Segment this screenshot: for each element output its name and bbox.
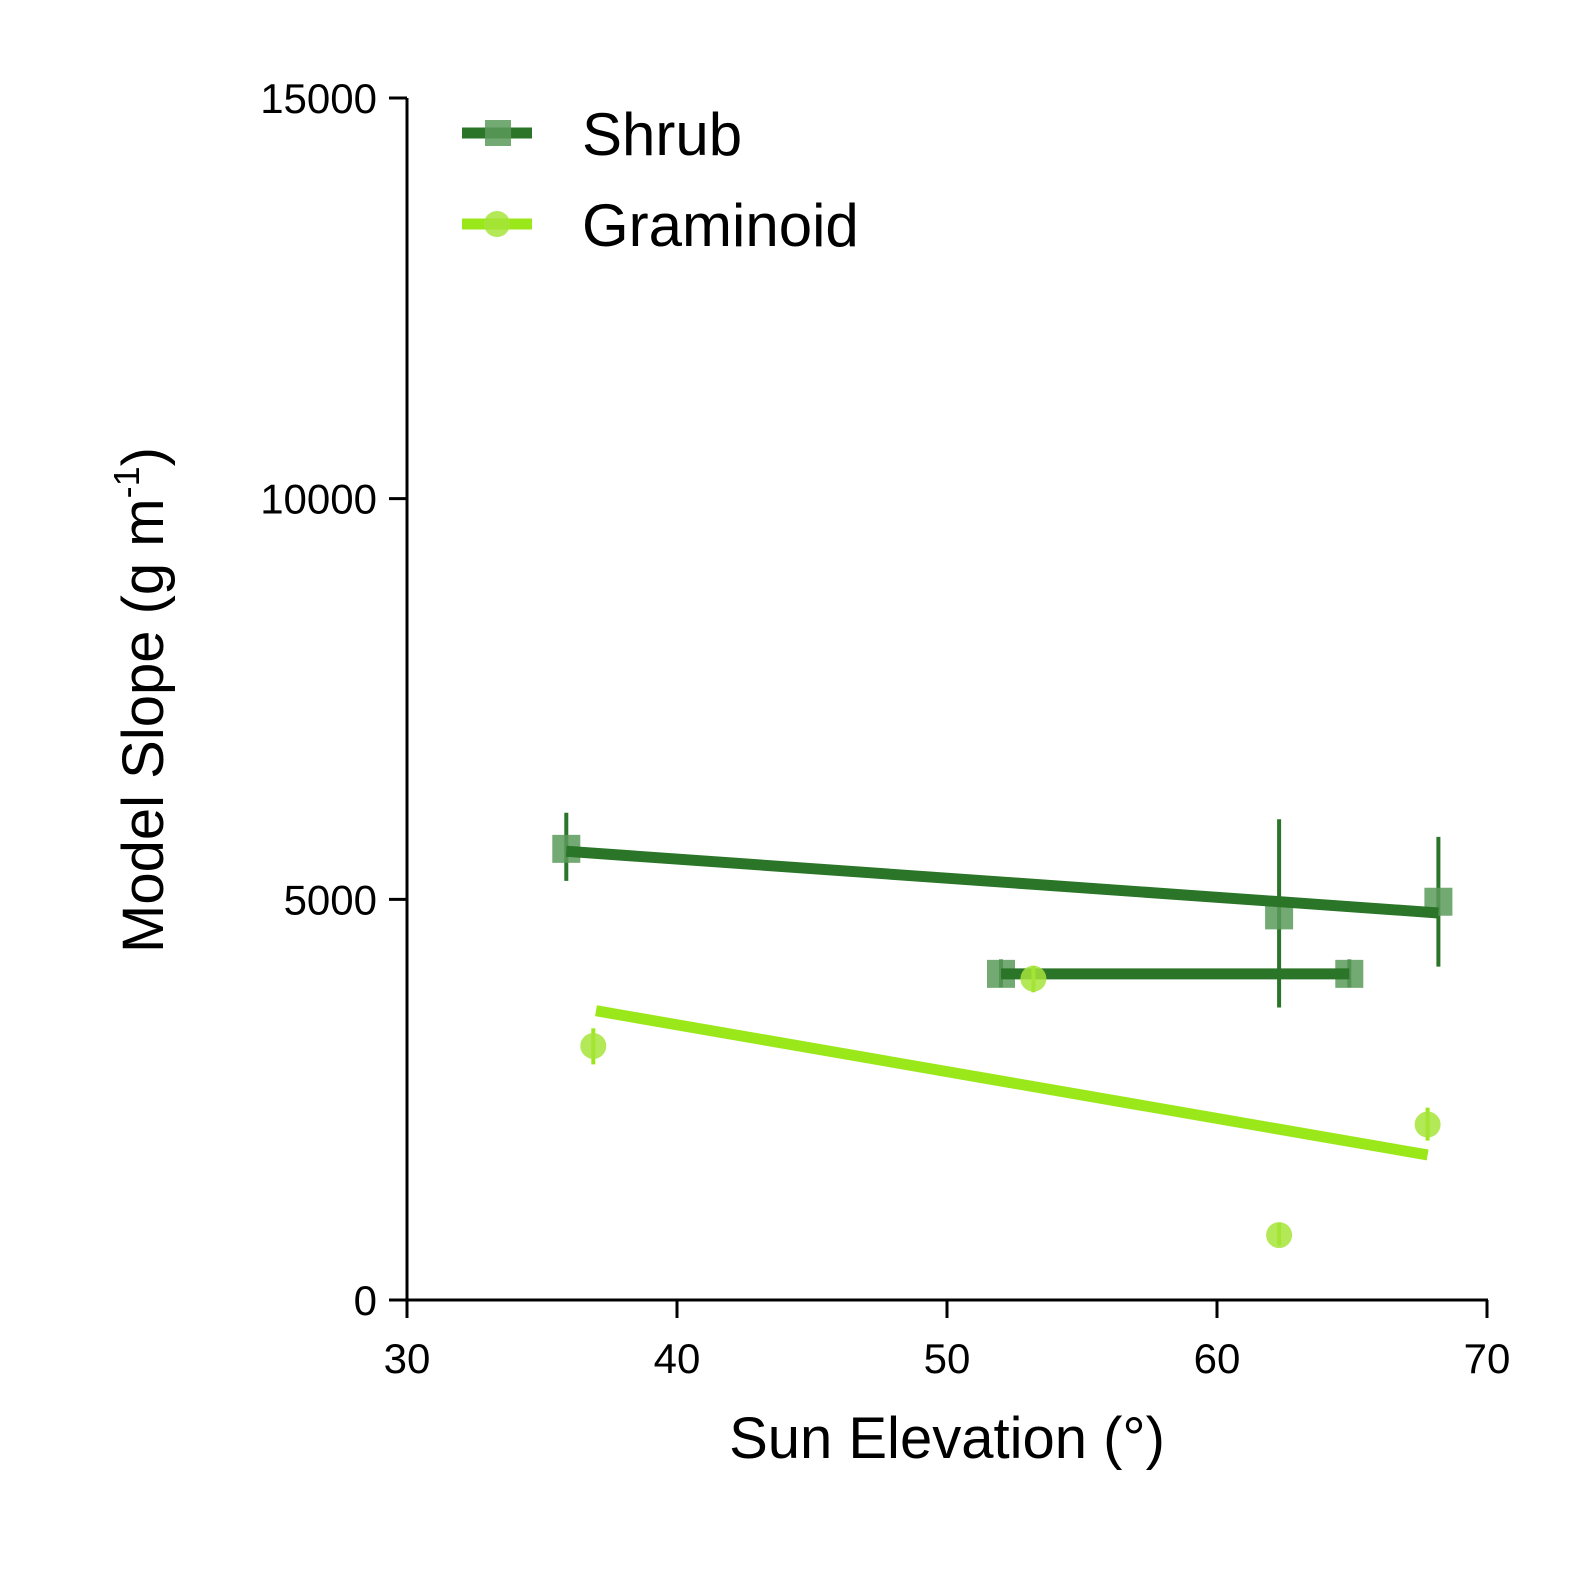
y-tick-label: 0 (354, 1277, 377, 1324)
x-axis-title: Sun Elevation (°) (729, 1406, 1165, 1471)
graminoid-point (580, 1033, 606, 1059)
x-tick-label: 30 (384, 1335, 431, 1382)
shrub-fit-line (566, 851, 1438, 913)
y-axis-title-close: ) (111, 447, 176, 466)
y-axis-title: Model Slope (g m-1) (106, 447, 176, 953)
legend-graminoid-marker (484, 211, 510, 237)
legend-graminoid-label: Graminoid (582, 192, 859, 259)
y-axis-title-main: Model Slope (g m (111, 498, 176, 953)
graminoid-point (1020, 966, 1046, 992)
legend: Shrub Graminoid (462, 101, 859, 259)
x-tick-label: 50 (924, 1335, 971, 1382)
graminoid-point (1415, 1112, 1441, 1138)
y-axis-title-superscript: -1 (106, 466, 147, 498)
axes: 30 40 50 60 70 0 5000 10000 15000 (260, 75, 1510, 1382)
y-tick-label: 15000 (260, 75, 377, 122)
legend-shrub-label: Shrub (582, 101, 742, 168)
x-tick-label: 40 (654, 1335, 701, 1382)
graminoid-fit-line (596, 1011, 1428, 1155)
x-tick-label: 60 (1194, 1335, 1241, 1382)
x-tick-label: 70 (1464, 1335, 1511, 1382)
graminoid-point (1266, 1222, 1292, 1248)
plot-area (552, 813, 1452, 1248)
legend-shrub-marker (485, 120, 511, 146)
y-tick-label: 10000 (260, 476, 377, 523)
y-tick-label: 5000 (284, 876, 377, 923)
